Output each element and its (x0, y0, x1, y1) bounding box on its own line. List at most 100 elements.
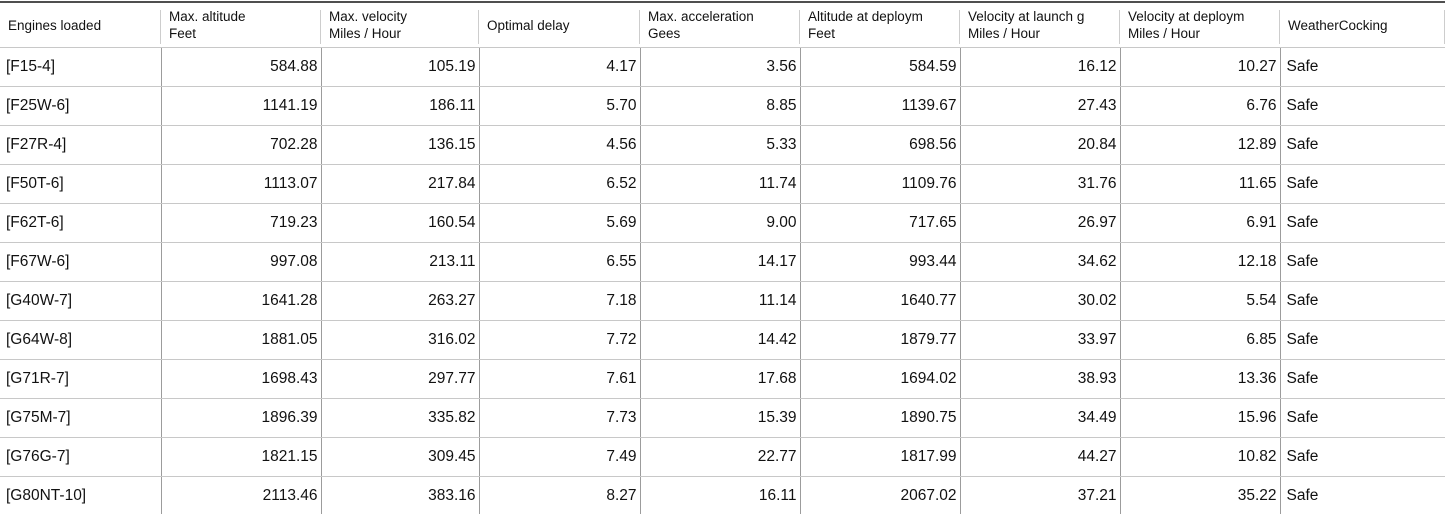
value-cell[interactable]: 719.23 (161, 203, 322, 243)
value-cell[interactable]: 584.88 (161, 47, 322, 87)
value-cell[interactable]: 7.18 (479, 281, 641, 321)
value-cell[interactable]: 31.76 (960, 164, 1121, 204)
value-cell[interactable]: 383.16 (321, 476, 480, 514)
value-cell[interactable]: 6.55 (479, 242, 641, 282)
value-cell[interactable]: 3.56 (640, 47, 801, 87)
column-header-optimal-delay[interactable]: Optimal delay (479, 3, 640, 48)
value-cell[interactable]: 2113.46 (161, 476, 322, 514)
value-cell[interactable]: 30.02 (960, 281, 1121, 321)
weathercocking-cell[interactable]: Safe (1280, 281, 1445, 321)
engine-cell[interactable]: [F62T-6] (0, 203, 162, 243)
value-cell[interactable]: 1694.02 (800, 359, 961, 399)
value-cell[interactable]: 217.84 (321, 164, 480, 204)
value-cell[interactable]: 11.65 (1120, 164, 1281, 204)
value-cell[interactable]: 44.27 (960, 437, 1121, 477)
value-cell[interactable]: 12.89 (1120, 125, 1281, 165)
value-cell[interactable]: 38.93 (960, 359, 1121, 399)
weathercocking-cell[interactable]: Safe (1280, 437, 1445, 477)
value-cell[interactable]: 1640.77 (800, 281, 961, 321)
column-header-weathercocking[interactable]: WeatherCocking (1280, 3, 1445, 48)
value-cell[interactable]: 997.08 (161, 242, 322, 282)
engine-cell[interactable]: [G75M-7] (0, 398, 162, 438)
value-cell[interactable]: 136.15 (321, 125, 480, 165)
engine-cell[interactable]: [F15-4] (0, 47, 162, 87)
engine-cell[interactable]: [F50T-6] (0, 164, 162, 204)
value-cell[interactable]: 160.54 (321, 203, 480, 243)
value-cell[interactable]: 186.11 (321, 86, 480, 126)
value-cell[interactable]: 15.39 (640, 398, 801, 438)
value-cell[interactable]: 5.69 (479, 203, 641, 243)
value-cell[interactable]: 34.49 (960, 398, 1121, 438)
value-cell[interactable]: 6.76 (1120, 86, 1281, 126)
table-row[interactable]: [G75M-7] 1896.39 335.82 7.73 15.39 1890.75 34.… (0, 398, 1445, 438)
value-cell[interactable]: 4.17 (479, 47, 641, 87)
engine-cell[interactable]: [G71R-7] (0, 359, 162, 399)
engine-cell[interactable]: [F27R-4] (0, 125, 162, 165)
value-cell[interactable]: 717.65 (800, 203, 961, 243)
value-cell[interactable]: 11.14 (640, 281, 801, 321)
weathercocking-cell[interactable]: Safe (1280, 86, 1445, 126)
table-row[interactable]: [F25W-6] 1141.19 186.11 5.70 8.85 1139.67 27.4… (0, 86, 1445, 126)
value-cell[interactable]: 14.42 (640, 320, 801, 360)
column-header-max-velocity[interactable]: Max. velocity Miles / Hour (321, 3, 479, 48)
value-cell[interactable]: 16.11 (640, 476, 801, 514)
value-cell[interactable]: 1139.67 (800, 86, 961, 126)
value-cell[interactable]: 1821.15 (161, 437, 322, 477)
value-cell[interactable]: 14.17 (640, 242, 801, 282)
value-cell[interactable]: 10.82 (1120, 437, 1281, 477)
engine-cell[interactable]: [F67W-6] (0, 242, 162, 282)
table-row[interactable]: [G76G-7] 1821.15 309.45 7.49 22.77 1817.99 44.… (0, 437, 1445, 477)
engine-cell[interactable]: [G40W-7] (0, 281, 162, 321)
value-cell[interactable]: 8.27 (479, 476, 641, 514)
value-cell[interactable]: 1113.07 (161, 164, 322, 204)
table-row[interactable]: [F67W-6] 997.08 213.11 6.55 14.17 993.44 34.62… (0, 242, 1445, 282)
column-header-engines-loaded[interactable]: Engines loaded (0, 3, 161, 48)
value-cell[interactable]: 20.84 (960, 125, 1121, 165)
table-row[interactable]: [F62T-6] 719.23 160.54 5.69 9.00 717.65 26.97 6… (0, 203, 1445, 243)
value-cell[interactable]: 1141.19 (161, 86, 322, 126)
value-cell[interactable]: 26.97 (960, 203, 1121, 243)
engine-cell[interactable]: [G76G-7] (0, 437, 162, 477)
value-cell[interactable]: 27.43 (960, 86, 1121, 126)
value-cell[interactable]: 1109.76 (800, 164, 961, 204)
table-row[interactable]: [G71R-7] 1698.43 297.77 7.61 17.68 1694.02 38.… (0, 359, 1445, 399)
value-cell[interactable]: 316.02 (321, 320, 480, 360)
value-cell[interactable]: 16.12 (960, 47, 1121, 87)
value-cell[interactable]: 1641.28 (161, 281, 322, 321)
value-cell[interactable]: 13.36 (1120, 359, 1281, 399)
table-row[interactable]: [F15-4] 584.88 105.19 4.17 3.56 584.59 16.12 10… (0, 47, 1445, 87)
value-cell[interactable]: 698.56 (800, 125, 961, 165)
engine-cell[interactable]: [F25W-6] (0, 86, 162, 126)
weathercocking-cell[interactable]: Safe (1280, 476, 1445, 514)
value-cell[interactable]: 1879.77 (800, 320, 961, 360)
value-cell[interactable]: 5.70 (479, 86, 641, 126)
weathercocking-cell[interactable]: Safe (1280, 203, 1445, 243)
weathercocking-cell[interactable]: Safe (1280, 398, 1445, 438)
column-header-max-altitude[interactable]: Max. altitude Feet (161, 3, 321, 48)
table-row[interactable]: [G80NT-10] 2113.46 383.16 8.27 16.11 2067.02 3… (0, 476, 1445, 514)
value-cell[interactable]: 105.19 (321, 47, 480, 87)
value-cell[interactable]: 34.62 (960, 242, 1121, 282)
value-cell[interactable]: 7.61 (479, 359, 641, 399)
value-cell[interactable]: 263.27 (321, 281, 480, 321)
value-cell[interactable]: 2067.02 (800, 476, 961, 514)
weathercocking-cell[interactable]: Safe (1280, 125, 1445, 165)
value-cell[interactable]: 5.33 (640, 125, 801, 165)
weathercocking-cell[interactable]: Safe (1280, 359, 1445, 399)
column-header-altitude-at-deployment[interactable]: Altitude at deploym Feet (800, 3, 960, 48)
value-cell[interactable]: 297.77 (321, 359, 480, 399)
value-cell[interactable]: 12.18 (1120, 242, 1281, 282)
table-row[interactable]: [G64W-8] 1881.05 316.02 7.72 14.42 1879.77 33.… (0, 320, 1445, 360)
value-cell[interactable]: 1881.05 (161, 320, 322, 360)
value-cell[interactable]: 6.52 (479, 164, 641, 204)
value-cell[interactable]: 35.22 (1120, 476, 1281, 514)
weathercocking-cell[interactable]: Safe (1280, 320, 1445, 360)
table-row[interactable]: [F27R-4] 702.28 136.15 4.56 5.33 698.56 20.84 1… (0, 125, 1445, 165)
value-cell[interactable]: 702.28 (161, 125, 322, 165)
table-row[interactable]: [F50T-6] 1113.07 217.84 6.52 11.74 1109.76 31.… (0, 164, 1445, 204)
value-cell[interactable]: 15.96 (1120, 398, 1281, 438)
value-cell[interactable]: 1698.43 (161, 359, 322, 399)
value-cell[interactable]: 7.72 (479, 320, 641, 360)
value-cell[interactable]: 17.68 (640, 359, 801, 399)
value-cell[interactable]: 6.91 (1120, 203, 1281, 243)
